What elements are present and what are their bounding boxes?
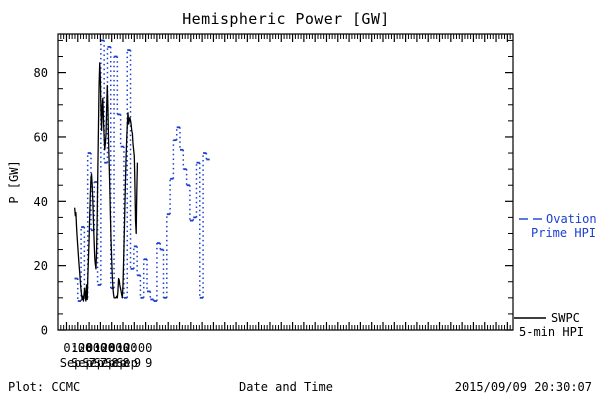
- x-tick-label-date: Sep 7: [71, 356, 107, 370]
- y-tick-label: 80: [34, 66, 48, 80]
- swpc-line: [74, 62, 139, 302]
- legend-label-ovation-line1: Ovation: [546, 212, 597, 226]
- series-swpc-5min-hpi: [74, 62, 139, 302]
- x-tick-label-time: 12:00: [94, 341, 130, 355]
- x-tick-label-date: Sep 8: [94, 356, 130, 370]
- x-tick-label-time: 12:00: [116, 341, 152, 355]
- y-tick-label: 60: [34, 130, 48, 144]
- x-tick-label-date: Sep 9: [105, 356, 141, 370]
- y-tick-label: 20: [34, 259, 48, 273]
- plot-credit: Plot: CCMC: [8, 380, 80, 394]
- x-axis-caption: Date and Time: [239, 380, 333, 394]
- x-tick-label-date: Sep 9: [116, 356, 152, 370]
- x-tick-label-time: 0:00: [109, 341, 138, 355]
- legend-label-swpc-line2: 5-min HPI: [519, 325, 584, 339]
- x-tick-label-time: 12:00: [71, 341, 107, 355]
- chart-title: Hemispheric Power [GW]: [182, 10, 389, 28]
- legend-label-swpc-line1: SWPC: [551, 311, 580, 325]
- legend-label-ovation-line2: Prime HPI: [531, 226, 596, 240]
- x-tick-label-time: 0:00: [63, 341, 92, 355]
- x-tick-label-time: 0:00: [86, 341, 115, 355]
- x-tick-label-date: Sep 7: [60, 356, 96, 370]
- x-tick-label-date: Sep 8: [82, 356, 118, 370]
- legend: Ovation Prime HPI SWPC 5-min HPI: [514, 212, 597, 339]
- plot-frame: [57, 33, 514, 331]
- timestamp: 2015/09/09 20:30:07: [455, 380, 592, 394]
- y-tick-label: 0: [41, 324, 48, 338]
- y-axis-label: P [GW]: [7, 160, 21, 203]
- y-tick-label: 40: [34, 195, 48, 209]
- y-axis: 0 20 40 60 80: [34, 39, 513, 338]
